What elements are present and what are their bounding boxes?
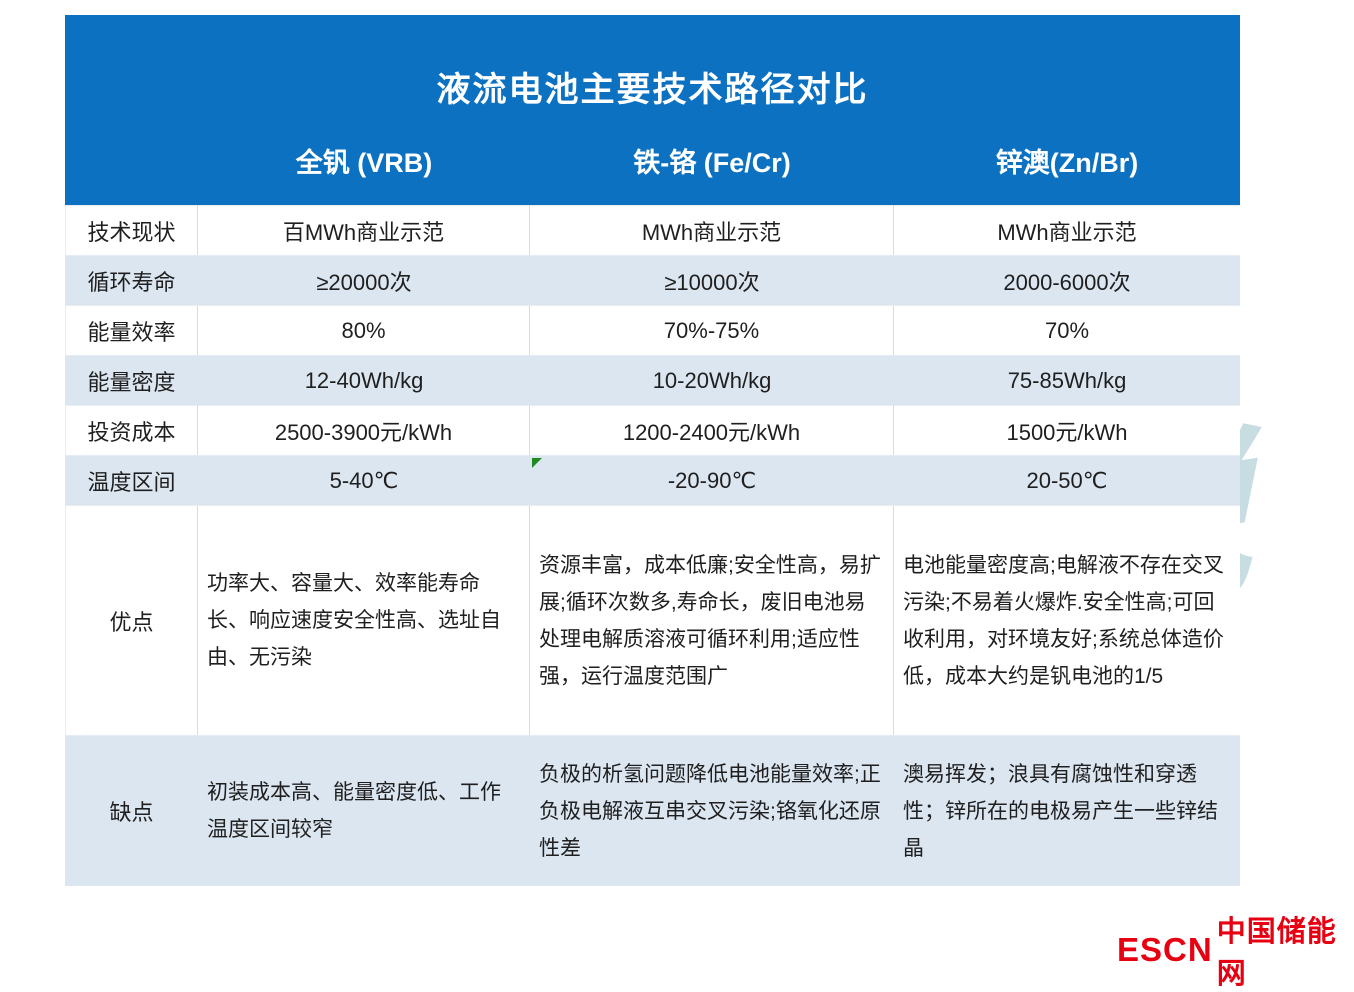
table-cell: 70%-75%	[530, 305, 894, 355]
table-cell: ≥10000次	[530, 255, 894, 305]
table-cell: ≥20000次	[198, 255, 530, 305]
table-cell: MWh商业示范	[894, 205, 1240, 255]
cell-error-flag-icon	[532, 458, 542, 468]
table-cell: 功率大、容量大、效率能寿命长、响应速度安全性高、选址自由、无污染	[198, 505, 530, 735]
page: + 能源电力说 液流电池主要技术路径对比 全钒 (VRB) 铁-铬 (Fe/Cr…	[65, 15, 1336, 990]
table-cell: 电池能量密度高;电解液不存在交叉污染;不易着火爆炸.安全性高;可回收利用，对环境…	[894, 505, 1240, 735]
table-row-tech-status: 技术现状 百MWh商业示范 MWh商业示范 MWh商业示范	[65, 205, 1240, 255]
table-cell: -20-90℃	[530, 455, 894, 505]
title-band: 液流电池主要技术路径对比	[65, 15, 1240, 115]
table-cell: 2000-6000次	[894, 255, 1240, 305]
table-row-advantages: 优点 功率大、容量大、效率能寿命长、响应速度安全性高、选址自由、无污染 资源丰富…	[65, 505, 1240, 735]
row-label: 技术现状	[65, 205, 198, 255]
row-label: 能量密度	[65, 355, 198, 405]
table-cell: 初装成本高、能量密度低、工作温度区间较窄	[198, 735, 530, 886]
row-label: 温度区间	[65, 455, 198, 505]
table-cell: 20-50℃	[894, 455, 1240, 505]
row-label: 优点	[65, 505, 198, 735]
column-header-vrb: 全钒 (VRB)	[295, 147, 433, 178]
table-header: 液流电池主要技术路径对比 全钒 (VRB) 铁-铬 (Fe/Cr) 锌澳(Zn/…	[65, 15, 1240, 205]
brand-text-cn: 中国储能网	[1216, 916, 1337, 990]
page-title: 液流电池主要技术路径对比	[436, 71, 869, 109]
column-header-fecr: 铁-铬 (Fe/Cr)	[633, 147, 791, 178]
table-cell: 2500-3900元/kWh	[198, 405, 530, 455]
table-cell: 澳易挥发；浪具有腐蚀性和穿透性；锌所在的电极易产生一些锌结晶	[894, 735, 1240, 886]
table-row-energy-efficiency: 能量效率 80% 70%-75% 70%	[65, 305, 1240, 355]
column-header-znbr: 锌澳(Zn/Br)	[995, 147, 1139, 178]
row-label: 缺点	[65, 735, 198, 886]
table-cell: 1500元/kWh	[894, 405, 1240, 455]
brand-text-en: ESCN	[1117, 931, 1213, 968]
table-row-energy-density: 能量密度 12-40Wh/kg 10-20Wh/kg 75-85Wh/kg	[65, 355, 1240, 405]
table-cell: 百MWh商业示范	[198, 205, 530, 255]
table-row-cycle-life: 循环寿命 ≥20000次 ≥10000次 2000-6000次	[65, 255, 1240, 305]
table-cell: 10-20Wh/kg	[530, 355, 894, 405]
escn-brand-logo: ESCN 中国储能网	[1117, 908, 1354, 992]
row-label: 循环寿命	[65, 255, 198, 305]
table-cell: 资源丰富，成本低廉;安全性高，易扩展;循环次数多,寿命长，废旧电池易处理电解质溶…	[530, 505, 894, 735]
table-row-temperature-range: 温度区间 5-40℃ -20-90℃ 20-50℃	[65, 455, 1240, 505]
table-cell: 80%	[198, 305, 530, 355]
table-row-investment-cost: 投资成本 2500-3900元/kWh 1200-2400元/kWh 1500元…	[65, 405, 1240, 455]
row-label: 投资成本	[65, 405, 198, 455]
table-cell-text: -20-90℃	[667, 467, 757, 493]
table-cell: MWh商业示范	[530, 205, 894, 255]
table-row-disadvantages: 缺点 初装成本高、能量密度低、工作温度区间较窄 负极的析氢问题降低电池能量效率;…	[65, 735, 1240, 886]
table-cell: 1200-2400元/kWh	[530, 405, 894, 455]
table-cell: 12-40Wh/kg	[198, 355, 530, 405]
column-header-row: 全钒 (VRB) 铁-铬 (Fe/Cr) 锌澳(Zn/Br)	[65, 115, 1240, 205]
table-cell: 70%	[894, 305, 1240, 355]
table-cell: 负极的析氢问题降低电池能量效率;正负极电解液互串交叉污染;铬氧化还原性差	[530, 735, 894, 886]
table-cell: 5-40℃	[198, 455, 530, 505]
comparison-table: 液流电池主要技术路径对比 全钒 (VRB) 铁-铬 (Fe/Cr) 锌澳(Zn/…	[65, 15, 1240, 886]
table-cell: 75-85Wh/kg	[894, 355, 1240, 405]
row-label: 能量效率	[65, 305, 198, 355]
